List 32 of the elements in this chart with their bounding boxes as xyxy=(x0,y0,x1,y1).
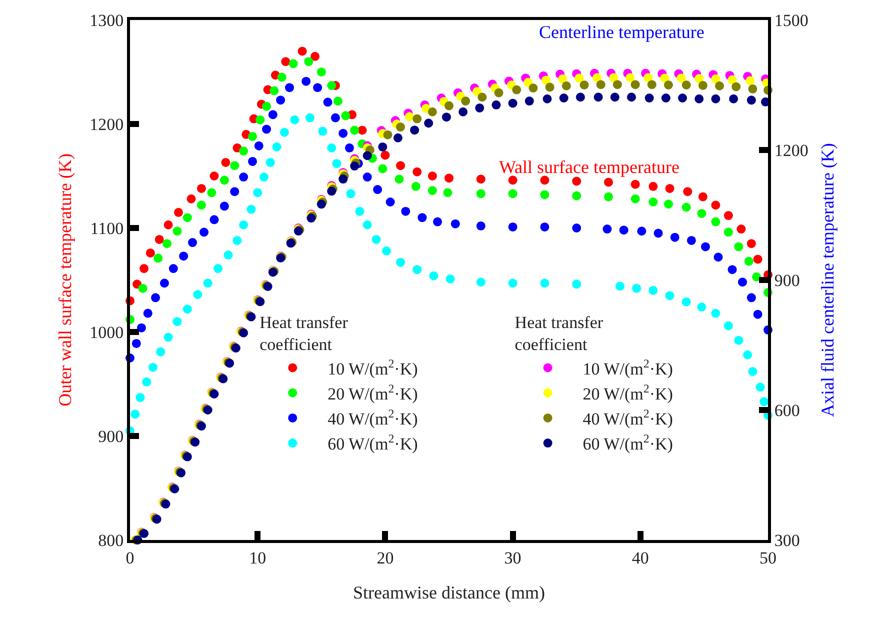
x-tick-label: 10 xyxy=(249,548,266,568)
y2-axis-title: Axial fluid centerline temperature (K) xyxy=(818,143,838,417)
y2-tick-label: 1200 xyxy=(774,140,808,160)
y-tick-label: 1200 xyxy=(90,114,124,134)
legend-title: Heat transfer coefficient xyxy=(260,313,348,354)
x-axis-title: Streamwise distance (mm) xyxy=(353,582,545,602)
x-tick-label: 20 xyxy=(376,548,394,568)
legend-label: 10 W/(m$^{2}$·K) xyxy=(328,356,418,378)
y-axis-title: Outer wall surface temperature (K) xyxy=(54,154,75,406)
x-tick-label: 0 xyxy=(126,548,134,568)
y2-tick-label: 600 xyxy=(774,400,800,420)
y2-tick-label: 900 xyxy=(774,270,800,290)
text: Heat transfer coefficient xyxy=(514,313,604,354)
legend-label: 40 W/(m$^{2}$·K) xyxy=(582,406,673,429)
legend-label: 20 W/(m$^{2}$·K) xyxy=(582,381,673,404)
y-tick-label: 1000 xyxy=(90,322,124,342)
x-tick-label: 30 xyxy=(504,548,522,568)
legend-label: 40 W/(m$^{2}$·K) xyxy=(328,406,418,429)
y2-tick-label: 300 xyxy=(774,530,800,550)
y-tick-label: 1100 xyxy=(90,218,124,238)
annotation: Wall surface temperature xyxy=(499,157,680,177)
x-tick-label: 50 xyxy=(760,548,776,568)
annotation: Centerline temperature xyxy=(539,22,704,42)
legend-label: 10 W/(m$^{2}$·K) xyxy=(582,356,673,378)
y-tick-label: 900 xyxy=(98,426,124,446)
legend-label: 60 W/(m$^{2}$·K) xyxy=(328,432,418,454)
y-tick-label: 800 xyxy=(98,530,124,550)
x-tick-label: 40 xyxy=(632,548,649,568)
legend-label: 60 W/(m$^{2}$·K) xyxy=(582,432,673,454)
y-tick-label: 1300 xyxy=(90,10,124,30)
legend-label: 20 W/(m$^{2}$·K) xyxy=(328,381,418,404)
y2-tick-label: 1500 xyxy=(774,10,808,30)
